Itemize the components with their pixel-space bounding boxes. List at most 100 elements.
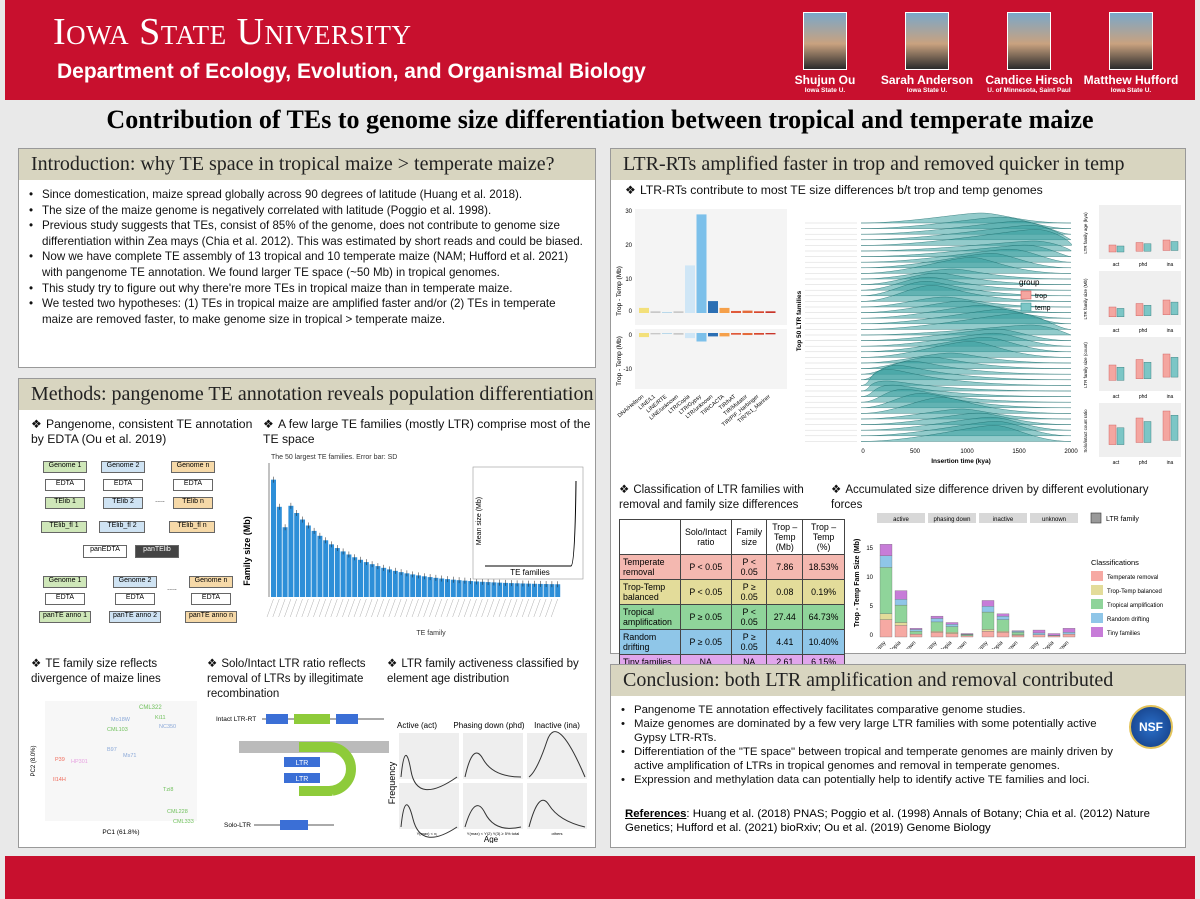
family-tick [290, 598, 297, 618]
accum-segment [1062, 632, 1076, 635]
intro-heading: Introduction: why TE space in tropical m… [19, 149, 595, 180]
family-bar [329, 544, 334, 597]
intro-panel: Introduction: why TE space in tropical m… [18, 148, 596, 368]
family-tick [377, 598, 384, 618]
flow-panedta: panEDTA [83, 545, 127, 558]
age-curve [528, 799, 586, 828]
ltr-sub-1-text: LTR-RTs contribute to most TE size diffe… [639, 183, 1043, 197]
table-cell-pct: 10.40% [802, 629, 845, 655]
diamond-icon: ❖ [31, 417, 42, 431]
pca-label: Ms71 [123, 753, 136, 759]
pca-label: P39 [55, 757, 65, 763]
diff-bar-down [696, 333, 707, 342]
family-tick [417, 598, 425, 618]
accum-segment [879, 567, 893, 614]
accum-segment [894, 622, 908, 626]
family-bar [404, 573, 410, 597]
family-tick [487, 598, 495, 618]
flow-genome-n: Genome n [171, 461, 215, 473]
diff-bar-down [650, 333, 661, 335]
legend-swatch [1091, 599, 1103, 609]
accum-segment [1047, 633, 1061, 636]
accum-xtick: LTR/Gypsy [1017, 640, 1041, 649]
accum-segment [909, 629, 923, 632]
intro-bullet-4: Now we have complete TE assembly of 13 t… [25, 249, 585, 280]
poster-title: Contribution of TEs to genome size diffe… [106, 105, 1094, 134]
family-tick [319, 598, 326, 618]
table-header: Trop – Temp (Mb) [766, 519, 804, 555]
facet-label: unknown [1042, 517, 1066, 523]
family-tick [551, 598, 558, 618]
table-header [619, 519, 681, 555]
box-trop [1135, 359, 1144, 379]
family-tick [423, 598, 431, 618]
boxplot-xtick: phd [1139, 328, 1148, 334]
boxplot-ylabel: LTR family size (count) [1083, 342, 1088, 388]
intro-bullet-5: This study try to figure out why there'r… [25, 281, 585, 297]
accum-segment [894, 625, 908, 638]
flow-edta: EDTA [191, 593, 231, 605]
family-bar [433, 577, 439, 597]
author-affiliation: U. of Minnesota, Saint Paul [987, 87, 1071, 94]
footer-banner [5, 856, 1195, 899]
ridge-curve [860, 412, 1072, 425]
box-temp [1170, 414, 1179, 441]
box-trop [1135, 242, 1144, 252]
family-bar [456, 580, 462, 597]
table-cell-label: Temperate removal [619, 554, 681, 580]
author-affiliation: Iowa State U. [906, 87, 948, 94]
accum-segment [879, 544, 893, 556]
family-tick [406, 598, 413, 618]
methods-sub-3-text: TE family size reflects divergence of ma… [31, 658, 161, 685]
te-family-size-chart: The 50 largest TE families. Error bar: S… [242, 454, 584, 637]
family-tick [388, 598, 396, 618]
pca-label: CML322 [139, 705, 162, 711]
diff-bar-up [673, 311, 684, 313]
legend-swatch [1091, 613, 1103, 623]
age-curve [528, 731, 586, 778]
family-bar [340, 551, 346, 597]
ridge-xtick: 2000 [1064, 449, 1078, 455]
accum-xtick: LTR/Gypsy [915, 640, 939, 649]
ltr-text: LTR [296, 760, 309, 767]
family-tick [359, 598, 367, 618]
table-header: Trop – Temp (%) [802, 519, 845, 555]
accum-segment [894, 599, 908, 606]
family-bar [421, 576, 427, 597]
age-distribution-panels: Active (act) Phasing down (phd) Inactive… [387, 721, 587, 843]
family-bar [271, 479, 276, 597]
family-bar [346, 554, 352, 597]
diamond-icon: ❖ [619, 484, 630, 496]
methods-sub-2-text: A few large TE families (mostly LTR) com… [263, 417, 591, 446]
family-tick [458, 598, 466, 618]
pca-label: HP301 [71, 759, 88, 765]
accum-segment [981, 600, 995, 607]
table-cell-ratio: P < 0.05 [679, 554, 732, 580]
classification-table: Solo/Intact ratio Family size Trop – Tem… [619, 519, 845, 670]
table-cell-mb: 7.86 [766, 554, 804, 580]
ridge-curve [860, 229, 1072, 246]
family-bar [381, 567, 387, 597]
family-bar [358, 559, 363, 597]
family-tick [411, 598, 419, 618]
conclusion-bullet-3: Differentiation of the "TE space" betwee… [617, 745, 1123, 773]
ridge-curve [860, 285, 1072, 302]
accum-segment [930, 631, 944, 633]
table-row: Trop-Temp balanced P < 0.05 P ≥ 0.05 0.08 0.… [619, 579, 845, 605]
family-bar [450, 579, 456, 597]
accum-segment [996, 613, 1010, 617]
author-photo [1007, 12, 1051, 70]
boxplot-ylabel: Solo/intact count ratio [1083, 409, 1088, 453]
diff-bar-up [685, 265, 695, 313]
age-tick: others [551, 831, 562, 836]
family-tick [353, 598, 361, 618]
flow-genome-2: Genome 2 [113, 576, 157, 588]
table-cell-ratio: P < 0.05 [679, 579, 732, 605]
box-temp [1170, 241, 1179, 251]
author-name: Matthew Hufford [1083, 73, 1179, 87]
family-tick [336, 598, 344, 618]
recombination-loop [299, 742, 356, 796]
legend-item: Tiny families [1107, 631, 1140, 637]
family-bar [479, 581, 485, 597]
table-cell-label: Tropical amplification [619, 604, 681, 630]
